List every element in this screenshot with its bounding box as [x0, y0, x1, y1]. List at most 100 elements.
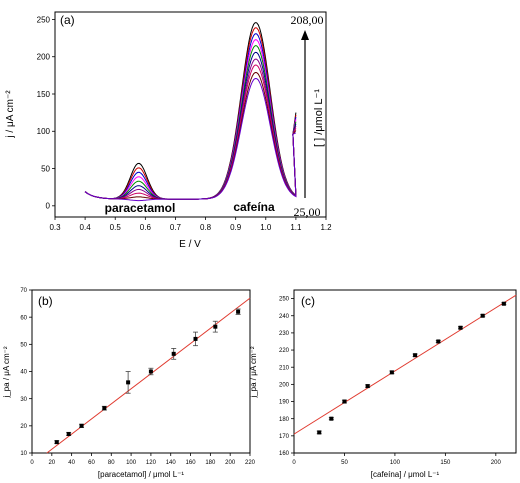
voltammogram-curve-4 [84, 45, 297, 200]
voltammogram-curve-2 [84, 33, 297, 200]
fit-line-c [293, 294, 517, 435]
x-tick-label-b-7: 140 [166, 460, 177, 466]
data-point-c-0 [317, 430, 322, 435]
axis-ticks-b: 0 20 40 60 80 100 120 140 160 180 200 220 10 20 30 40 50… [20, 288, 255, 466]
axis-ticks-c: 0 50 100 150 200 160 170 180 190 200 210 220 230 240 2… [279, 297, 501, 466]
panel-label-c: (c) [301, 294, 315, 308]
x-tick-label-b-9: 180 [205, 460, 216, 466]
voltammogram-curves [84, 22, 297, 202]
x-tick-label-b-11: 220 [245, 460, 256, 466]
x-tick-label-b-4: 80 [108, 460, 115, 466]
y-tick-label-c-9: 250 [279, 297, 290, 303]
x-tick-label-c-0: 0 [292, 460, 296, 466]
y-axis-label-b: j_pa / μA cm⁻² [2, 346, 11, 398]
x-axis-label-c: [cafeína] / μmol L⁻¹ [371, 470, 440, 479]
y-tick-label-a-5: 250 [37, 15, 51, 24]
voltammogram-curve-5 [84, 51, 297, 200]
x-tick-label-a-6: 0.9 [230, 223, 242, 232]
y-tick-label-c-4: 200 [279, 382, 290, 388]
data-point-c-8 [480, 313, 485, 318]
data-point-b-9 [236, 309, 241, 314]
concentration-arrowhead [301, 30, 309, 40]
panel-label-b: (b) [38, 294, 53, 308]
x-tick-label-b-3: 60 [88, 460, 95, 466]
panel-label-a: (a) [60, 13, 75, 27]
data-point-b-2 [79, 423, 84, 428]
data-points-c [293, 294, 517, 435]
plot-frame-c [293, 289, 517, 454]
y-tick-label-a-0: 0 [46, 202, 51, 211]
plot-frame-b [31, 289, 251, 454]
y-tick-label-b-3: 40 [20, 370, 27, 376]
y-tick-label-b-5: 60 [20, 315, 27, 321]
y-tick-label-c-2: 180 [279, 417, 290, 423]
y-tick-label-a-3: 150 [37, 90, 51, 99]
y-tick-label-c-0: 160 [279, 451, 290, 457]
annotation-concentration-axis: [ ] /μmol L⁻¹ [313, 89, 325, 147]
y-tick-label-b-4: 50 [20, 342, 27, 348]
x-tick-label-a-9: 1.2 [320, 223, 332, 232]
plot-frame-a [54, 11, 327, 218]
axis-ticks-a: 0.3 0.4 0.5 0.6 0.7 0.8 0.9 1.0 1.1 1.2 0 50 100 150 2… [37, 15, 332, 232]
voltammogram-curve-9 [84, 77, 297, 202]
x-axis-label-b: [paracetamol] / μmol L⁻¹ [98, 470, 185, 479]
data-points-b [46, 297, 251, 454]
data-point-b-8 [213, 324, 218, 329]
voltammogram-curve-3 [84, 39, 297, 200]
data-point-b-1 [66, 431, 71, 436]
x-tick-label-a-7: 1.0 [260, 223, 272, 232]
chart-panel-c: (c) [cafeína] / μmol L⁻¹ j_pa / μA cm⁻² … [249, 289, 517, 479]
x-tick-label-c-3: 150 [440, 460, 451, 466]
data-point-c-6 [436, 339, 441, 344]
data-point-b-0 [54, 440, 59, 445]
voltammogram-curve-8 [84, 71, 297, 200]
data-point-c-2 [342, 399, 347, 404]
y-tick-label-b-6: 70 [20, 288, 27, 294]
y-tick-label-b-0: 10 [20, 451, 27, 457]
x-tick-label-a-3: 0.6 [140, 223, 152, 232]
data-point-c-4 [389, 370, 394, 375]
x-tick-label-b-5: 100 [126, 460, 137, 466]
voltammogram-curve-7 [84, 64, 297, 200]
x-tick-label-b-6: 120 [146, 460, 157, 466]
y-tick-label-c-5: 210 [279, 365, 290, 371]
y-tick-label-a-2: 100 [37, 127, 51, 136]
x-tick-label-a-5: 0.8 [200, 223, 212, 232]
chart-panel-a: (a) E / V j / μA cm⁻² 0.3 0.4 0.5 0.6 0.7 0.8… [5, 11, 332, 250]
chart-panel-b: (b) [paracetamol] / μmol L⁻¹ j_pa / μA c… [2, 288, 256, 479]
data-point-b-6 [171, 351, 176, 356]
data-point-c-7 [458, 325, 463, 330]
data-point-c-5 [413, 353, 418, 358]
y-tick-label-c-1: 170 [279, 434, 290, 440]
x-tick-label-b-2: 40 [68, 460, 75, 466]
voltammogram-curve-0 [84, 22, 297, 200]
x-tick-label-a-0: 0.3 [49, 223, 61, 232]
y-tick-label-b-2: 30 [20, 397, 27, 403]
y-tick-label-b-1: 20 [20, 424, 27, 430]
y-axis-label-c: j_pa / μA cm⁻² [249, 346, 258, 398]
x-tick-label-c-4: 200 [491, 460, 502, 466]
annotation-cafeina: cafeína [233, 200, 275, 214]
fit-line-b [46, 297, 251, 454]
voltammogram-curve-1 [84, 27, 297, 200]
y-tick-label-a-4: 200 [37, 53, 51, 62]
x-tick-label-a-4: 0.7 [170, 223, 182, 232]
x-tick-label-a-1: 0.4 [80, 223, 92, 232]
data-point-c-1 [329, 416, 334, 421]
x-tick-label-c-2: 100 [390, 460, 401, 466]
data-point-b-7 [193, 336, 198, 341]
y-tick-label-c-6: 220 [279, 348, 290, 354]
y-axis-label-a: j / μA cm⁻² [5, 90, 16, 139]
y-tick-label-c-7: 230 [279, 331, 290, 337]
y-tick-label-a-1: 50 [41, 164, 50, 173]
x-tick-label-a-2: 0.5 [110, 223, 122, 232]
y-tick-label-c-3: 190 [279, 400, 290, 406]
x-tick-label-b-0: 0 [30, 460, 34, 466]
data-point-b-5 [148, 369, 153, 374]
data-point-c-9 [501, 301, 506, 306]
annotation-bottom-concentration: 25,00 [294, 205, 321, 219]
data-point-b-3 [102, 406, 107, 411]
x-axis-label-a: E / V [179, 239, 201, 250]
annotation-top-concentration: 208,00 [291, 13, 324, 27]
